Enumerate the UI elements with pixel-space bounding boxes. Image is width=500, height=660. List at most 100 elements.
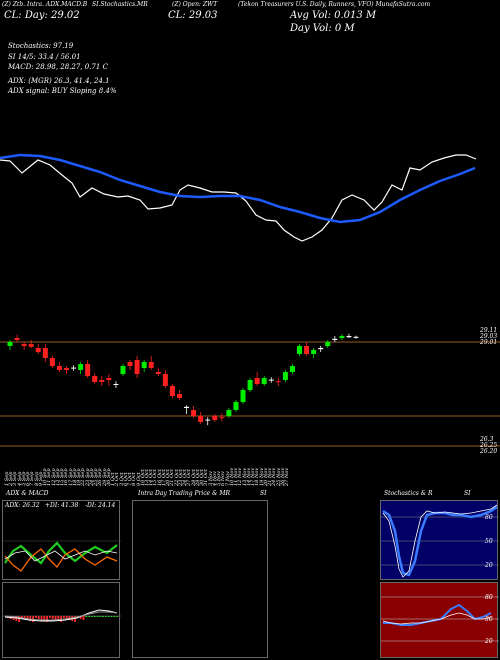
candle-body [268, 379, 274, 381]
price-label-top2: 29.03 [480, 333, 498, 340]
stoch-tick-20: 20 [485, 562, 493, 569]
macd-histogram-bar [29, 616, 32, 621]
candle-body [148, 362, 154, 368]
moving-average-blue [0, 153, 476, 224]
minus-di-value: -DI: 24.14 [85, 502, 116, 509]
candle-body [155, 372, 161, 374]
candle-body [85, 364, 91, 376]
macd-histogram-bar [51, 616, 54, 619]
candle-body [318, 348, 324, 350]
si-readout: SI 14/5: 33.4 / 56.01 [8, 53, 81, 61]
macd-histogram-bar [82, 616, 85, 620]
macd-histogram-bar [113, 616, 116, 617]
macd-histogram-bar [116, 616, 118, 617]
candle-body [176, 394, 182, 398]
stoch-tick-50: 50 [485, 538, 493, 545]
macd-histogram-bar [49, 616, 51, 618]
candle-body [275, 381, 281, 383]
price-label-top3: 29.01 [480, 339, 498, 346]
macd-lines [3, 609, 121, 622]
macd-histogram-bar [23, 616, 26, 619]
candle-body [261, 378, 267, 384]
candle-body [71, 367, 77, 369]
candle-body [49, 358, 55, 366]
candle-body [63, 368, 69, 370]
candle-body [198, 416, 204, 422]
macd-histogram-bar [96, 616, 99, 617]
macd-histogram-bar [65, 616, 68, 619]
candle-body [282, 372, 288, 380]
candle-body [346, 336, 352, 338]
candle-body [21, 344, 27, 346]
candle-body [226, 410, 232, 416]
candle-body [325, 342, 331, 346]
candle-body [339, 336, 345, 338]
candle-body [92, 376, 98, 382]
macd-histogram-bar [74, 616, 76, 622]
candle-body [78, 364, 84, 370]
macd-histogram-bar [93, 616, 96, 617]
header-day-close: CL: Day: 29.02 [4, 10, 80, 21]
rsi-tick-80: 80 [485, 594, 493, 601]
date-label: 27 Nov [284, 467, 290, 486]
macd-histogram-bar [63, 616, 65, 618]
stochastics-readout: Stochastics: 97.19 [8, 42, 74, 50]
price-label-top1: 29.11 [480, 327, 498, 334]
macd-histogram-bar [21, 616, 23, 618]
plus-di-value: +DI: 41.38 [45, 502, 79, 509]
candle-body [297, 346, 303, 354]
intra-day-title: Intra Day Trading Price & MR [138, 490, 231, 497]
candle-body [56, 366, 62, 370]
main-price-chart [0, 153, 500, 447]
candle-body [233, 402, 239, 410]
candle-body [219, 417, 225, 419]
header-ticker-info: (Z) Ztb. Intra. ADX.MACD.B [2, 1, 88, 8]
candle-body [289, 366, 295, 372]
macd-histogram-bar [46, 616, 48, 622]
intra-si-label: SI [260, 490, 267, 497]
header-source: (Tekon Treasurers U.S. Daily, Runners, V… [238, 1, 431, 8]
adx-macd-title: ADX & MACD [6, 490, 49, 497]
header-open: (Z) Open: ZWT [172, 1, 218, 8]
adx-signal-readout: ADX signal: BUY Sloping 8.4% [8, 87, 117, 95]
candle-body [162, 374, 168, 386]
macd-histogram-bar [54, 616, 57, 620]
candle-body [212, 416, 218, 420]
price-label-low2: 26.25 [480, 442, 498, 449]
candle-body [191, 410, 197, 416]
macd-histogram-bar [26, 616, 29, 620]
candle-body [28, 344, 34, 347]
adx-value: ADX: 26.32 [5, 502, 40, 509]
macd-histogram-bar [18, 616, 20, 622]
macd-histogram-bar [37, 616, 40, 619]
macd-histogram-bar [15, 616, 18, 621]
candles-group [7, 333, 359, 426]
rsi-tick-20: 20 [485, 638, 493, 645]
adx-lines [3, 540, 121, 572]
candle-body [240, 390, 246, 402]
candle-body [205, 419, 211, 421]
rsi-lines [381, 596, 499, 642]
candle-body [169, 386, 175, 396]
candle-body [113, 384, 119, 385]
macd-histogram-bar [35, 616, 37, 618]
header-close: CL: 29.03 [168, 10, 218, 21]
header-day-vol: Day Vol: 0 M [290, 23, 355, 34]
candle-body [120, 366, 126, 374]
candle-body [304, 346, 310, 354]
candle-body [127, 362, 133, 366]
macd-panel [2, 582, 121, 658]
macd-histogram-bar [110, 616, 113, 617]
macd-readout: MACD: 28.98, 28.27, 0.71 C [8, 63, 108, 71]
date-axis: 1 Sep 2 Sep 3 Sep 4 Sep 5 Sep 6 Sep 7 Sep 8 Sep… [0, 458, 500, 488]
adx-readout: ADX: (MGR) 26.3, 41.4, 24.1 [8, 77, 110, 85]
candle-body [42, 348, 48, 358]
adx-panel: ADX: 26.32 +DI: 41.38 -DI: 24.14 [2, 500, 121, 580]
macd-histogram-bar [102, 616, 104, 617]
rsi-tick-50: 50 [485, 616, 493, 623]
macd-histogram-bar [99, 616, 102, 617]
candle-body [99, 380, 105, 382]
stoch-tick-80: 80 [485, 514, 493, 521]
intraday-panel [132, 500, 268, 658]
macd-histogram-bar [105, 616, 107, 617]
